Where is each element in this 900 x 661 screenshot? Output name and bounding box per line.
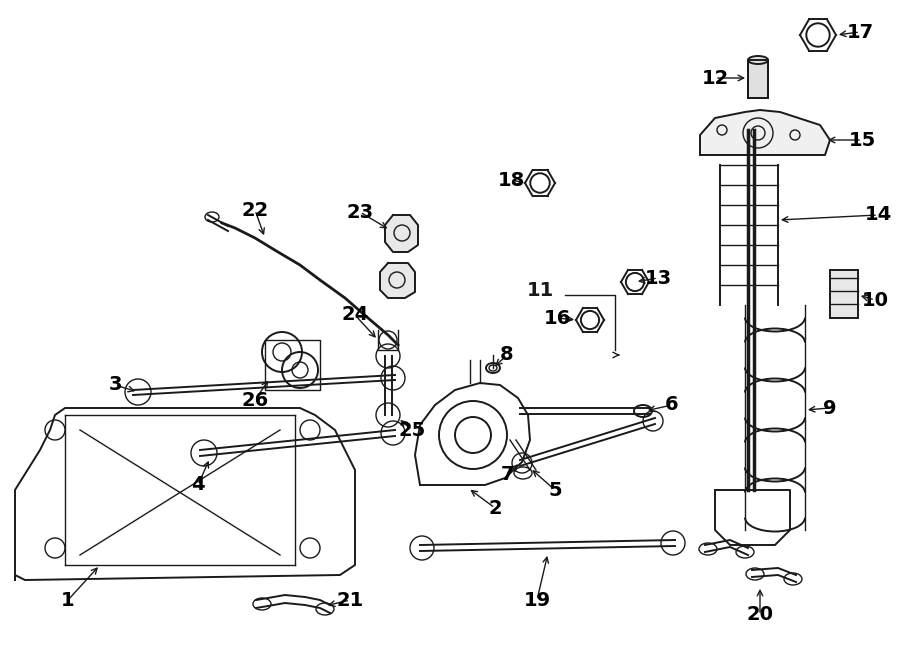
Text: 22: 22 bbox=[241, 200, 268, 219]
Text: 16: 16 bbox=[544, 309, 571, 327]
Polygon shape bbox=[700, 110, 830, 155]
Text: 20: 20 bbox=[746, 605, 773, 625]
Ellipse shape bbox=[748, 56, 768, 64]
Text: 26: 26 bbox=[241, 391, 268, 410]
Text: 14: 14 bbox=[864, 206, 892, 225]
Text: 23: 23 bbox=[346, 202, 374, 221]
Text: 19: 19 bbox=[524, 590, 551, 609]
Text: 17: 17 bbox=[846, 22, 874, 42]
Text: 10: 10 bbox=[861, 290, 888, 309]
Bar bbox=[748, 60, 768, 98]
Text: 7: 7 bbox=[501, 465, 515, 485]
Polygon shape bbox=[385, 215, 418, 252]
Bar bbox=[830, 270, 858, 318]
Text: 4: 4 bbox=[191, 475, 205, 494]
Text: 25: 25 bbox=[399, 420, 426, 440]
Text: 12: 12 bbox=[701, 69, 729, 87]
Text: 18: 18 bbox=[498, 171, 525, 190]
Text: 1: 1 bbox=[61, 590, 75, 609]
Text: 9: 9 bbox=[824, 399, 837, 418]
Text: 24: 24 bbox=[341, 305, 369, 325]
Text: 2: 2 bbox=[488, 498, 502, 518]
Text: 13: 13 bbox=[644, 268, 671, 288]
Text: 3: 3 bbox=[108, 375, 122, 395]
Text: 8: 8 bbox=[500, 346, 514, 364]
Text: 21: 21 bbox=[337, 590, 364, 609]
Polygon shape bbox=[380, 263, 415, 298]
Text: 6: 6 bbox=[665, 395, 679, 414]
Text: 15: 15 bbox=[849, 130, 876, 149]
Text: 11: 11 bbox=[526, 280, 554, 299]
Text: 5: 5 bbox=[548, 481, 562, 500]
